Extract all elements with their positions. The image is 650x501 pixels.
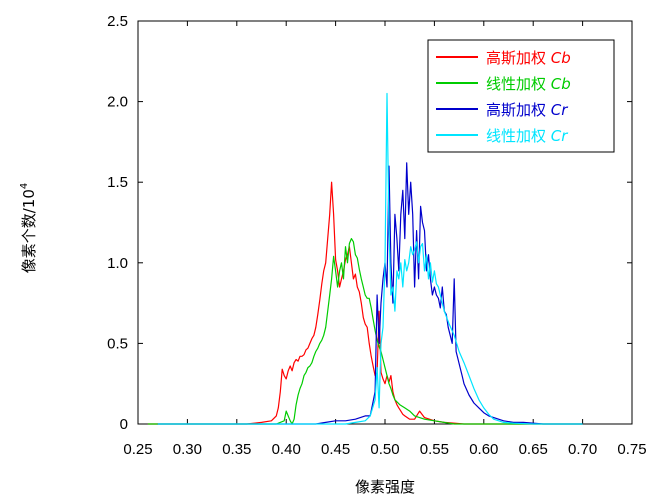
y-tick-label: 0 [120,416,128,433]
x-tick-label: 0.40 [272,441,301,458]
x-axis-label: 像素强度 [355,478,415,496]
legend-label-name: 高斯加权 [486,49,551,67]
legend-label-suffix: Cb [551,49,571,67]
x-tick-label: 0.30 [173,441,202,458]
legend-label: 线性加权 Cr [486,127,568,145]
legend-label: 线性加权 Cb [486,75,571,93]
x-tick-label: 0.55 [420,441,449,458]
y-axis-label-superscript: 4 [19,183,30,189]
x-tick-label: 0.60 [469,441,498,458]
series-line [147,181,583,425]
y-tick-label: 2.5 [107,13,128,30]
x-tick-label: 0.65 [519,441,548,458]
y-axis: 0 0.5 1.0 1.5 2.0 2.5 [107,13,632,433]
y-tick-label: 0.5 [107,335,128,352]
legend-label: 高斯加权 Cr [486,101,568,119]
y-axis-label: 像素个数/104 [19,183,38,274]
x-axis: 0.25 0.30 0.35 0.40 0.45 0.50 0.55 0.60 0.65 0.70… [123,21,647,458]
x-tick-label: 0.75 [617,441,646,458]
y-tick-label: 1.0 [107,255,128,272]
series-line [147,238,583,425]
series-line [157,162,583,425]
legend-label: 高斯加权 Cb [486,49,571,67]
legend-label-suffix: Cb [551,75,571,93]
y-axis-label-group: 像素个数/104 [19,183,38,274]
x-tick-label: 0.50 [370,441,399,458]
legend-box [427,39,615,153]
legend-label-suffix: Cr [551,127,568,145]
y-tick-label: 2.0 [107,94,128,111]
x-tick-label: 0.70 [568,441,597,458]
legend-label-suffix: Cr [551,101,568,119]
legend-label-name: 高斯加权 [486,101,551,119]
x-tick-label: 0.45 [321,441,350,458]
x-tick-label: 0.25 [123,441,152,458]
x-tick-label: 0.35 [222,441,251,458]
series-line [157,92,583,425]
legend-label-name: 线性加权 [486,75,551,93]
y-tick-label: 1.5 [107,174,128,191]
series-layer [147,92,583,425]
y-axis-label-text: 像素个数/10 [20,189,38,273]
legend-label-name: 线性加权 [486,127,551,145]
